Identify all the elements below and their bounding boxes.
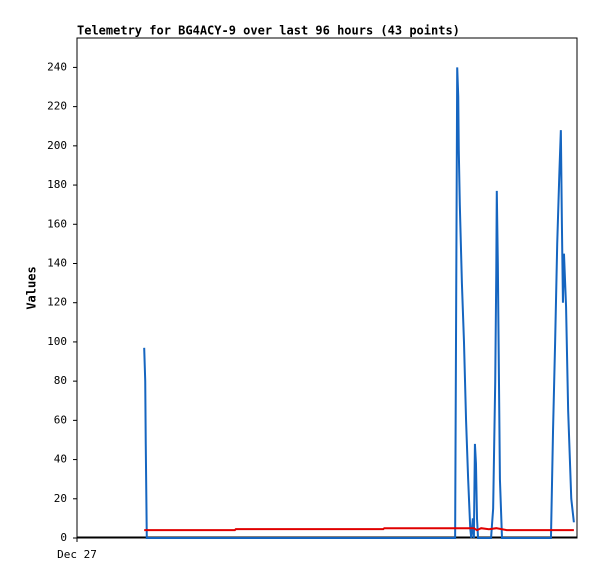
y-tick-label: 40 (54, 453, 67, 466)
series-line (143, 67, 575, 539)
y-tick-label: 20 (54, 492, 67, 505)
y-tick-label: 220 (47, 100, 67, 113)
y-tick-label: 180 (47, 178, 67, 191)
y-tick-label: 120 (47, 296, 67, 309)
y-tick-label: 200 (47, 139, 67, 152)
series-line (144, 527, 574, 532)
y-tick-label: 160 (47, 217, 67, 230)
chart-title: Telemetry for BG4ACY-9 over last 96 hour… (77, 24, 460, 38)
y-tick-label: 60 (54, 413, 67, 426)
y-tick-label: 140 (47, 256, 67, 269)
y-tick-label: 0 (60, 531, 67, 544)
y-axis-label: Values (25, 266, 39, 309)
y-tick-label: 100 (47, 335, 67, 348)
y-tick-label: 240 (47, 60, 67, 73)
y-tick-label: 80 (54, 374, 67, 387)
x-tick-label: Dec 27 (57, 548, 97, 561)
